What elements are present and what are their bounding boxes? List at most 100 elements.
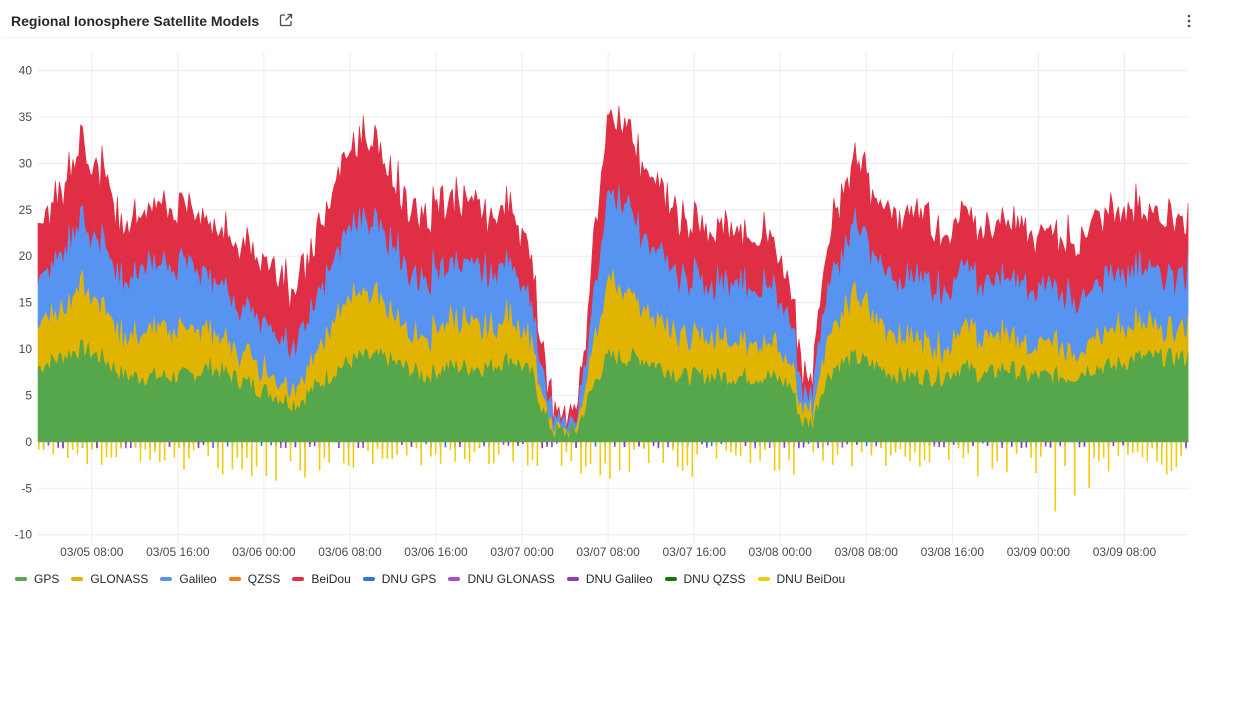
x-tick-label: 03/06 00:00 (232, 545, 296, 559)
spike-bar (580, 442, 582, 474)
spike-bar (232, 442, 234, 469)
spike-bar (1021, 442, 1023, 448)
y-tick-label: -10 (15, 528, 33, 542)
spike-bar (498, 442, 500, 455)
spike-bar (125, 442, 127, 445)
spike-bar (953, 442, 955, 444)
spike-bar (759, 442, 761, 461)
spike-bar (222, 442, 224, 475)
spike-bar (648, 442, 650, 463)
spike-bar (348, 442, 350, 465)
spike-bar (96, 442, 98, 448)
spike-bar (459, 442, 461, 447)
spike-bar (62, 442, 64, 449)
spike-bar (551, 442, 553, 447)
spike-bar (914, 442, 916, 453)
spike-bar (764, 442, 766, 450)
spike-bar (1137, 442, 1139, 452)
legend-label: DNU GLONASS (467, 572, 554, 586)
panel-title[interactable]: Regional Ionosphere Satellite Models (11, 13, 259, 29)
spike-bar (217, 442, 219, 469)
spike-bar (885, 442, 887, 466)
spike-bar (72, 442, 74, 450)
spike-bar (808, 442, 810, 444)
spikes-dnu-beidou (38, 442, 1182, 512)
spike-bar (435, 442, 437, 454)
spike-bar (1108, 442, 1110, 472)
y-tick-label: 20 (19, 249, 33, 263)
spike-bar (643, 442, 645, 449)
legend-item-glonass[interactable]: GLONASS (71, 572, 148, 586)
x-tick-label: 03/06 16:00 (404, 545, 468, 559)
spike-bar (682, 442, 684, 471)
spike-bar (909, 442, 911, 461)
spike-bar (716, 442, 718, 459)
spike-bar (140, 442, 142, 462)
legend-item-galileo[interactable]: Galileo (160, 572, 216, 586)
chart-svg[interactable]: 40 35 30 25 20 15 10 5 0 -5 -10 03/05 08:00 03/05 16… (3, 44, 1192, 570)
spike-bar (735, 442, 737, 456)
spike-bar (261, 442, 263, 446)
legend-label: DNU GPS (382, 572, 437, 586)
legend-item-dnu-glonass[interactable]: DNU GLONASS (448, 572, 554, 586)
spike-bar (101, 442, 103, 465)
spike-bar (430, 442, 432, 457)
spike-bar (798, 442, 800, 447)
legend-item-dnu-gps[interactable]: DNU GPS (363, 572, 437, 586)
spike-bar (464, 442, 466, 459)
spike-bar (1030, 442, 1032, 458)
spike-bar (174, 442, 176, 458)
external-link-icon[interactable] (279, 13, 293, 27)
spike-bar (53, 442, 55, 454)
legend-item-dnu-galileo[interactable]: DNU Galileo (567, 572, 653, 586)
legend-item-qzss[interactable]: QZSS (229, 572, 281, 586)
y-tick-label: 40 (19, 64, 33, 78)
spike-bar (1059, 442, 1061, 445)
legend-swatch (229, 577, 241, 581)
spike-bar (958, 442, 960, 449)
spike-bar (314, 442, 316, 446)
spike-bar (285, 442, 287, 448)
spike-bar (488, 442, 490, 464)
legend-item-gps[interactable]: GPS (15, 572, 59, 586)
spike-bar (38, 442, 40, 450)
spike-bar (503, 442, 505, 445)
spike-bar (595, 442, 597, 447)
spike-bar (793, 442, 795, 475)
spike-bar (692, 442, 694, 477)
x-tick-label: 03/06 08:00 (318, 545, 382, 559)
spike-bar (1079, 442, 1081, 447)
spike-bar (624, 442, 626, 447)
spike-bar (890, 442, 892, 456)
legend-item-beidou[interactable]: BeiDou (292, 572, 350, 586)
legend-swatch (448, 577, 460, 581)
spike-bar (1093, 442, 1095, 458)
kebab-menu-icon[interactable] (1186, 13, 1192, 29)
legend-item-dnu-beidou[interactable]: DNU BeiDou (758, 572, 846, 586)
spike-bar (1045, 442, 1047, 446)
spike-bar (784, 442, 786, 448)
spike-bar (401, 442, 403, 445)
spike-bar (479, 442, 481, 448)
spike-bar (774, 442, 776, 471)
spike-bar (745, 442, 747, 446)
legend-swatch (758, 577, 770, 581)
spike-bar (769, 442, 771, 448)
x-tick-label: 03/07 16:00 (662, 545, 726, 559)
spike-bar (982, 442, 984, 444)
legend-swatch (567, 577, 579, 581)
spike-bar (972, 442, 974, 446)
spike-bar (159, 442, 161, 462)
spike-bar (178, 442, 180, 448)
spike-bar (450, 442, 452, 450)
y-tick-label: -5 (21, 481, 32, 495)
spike-bar (1084, 442, 1086, 446)
spike-bar (687, 442, 689, 465)
spike-bar (237, 442, 239, 458)
spike-bar (207, 442, 209, 456)
legend-label: DNU BeiDou (777, 572, 846, 586)
legend-item-dnu-qzss[interactable]: DNU QZSS (665, 572, 746, 586)
spike-bar (183, 442, 185, 470)
spike-bar (938, 442, 940, 447)
spike-bar (517, 442, 519, 446)
